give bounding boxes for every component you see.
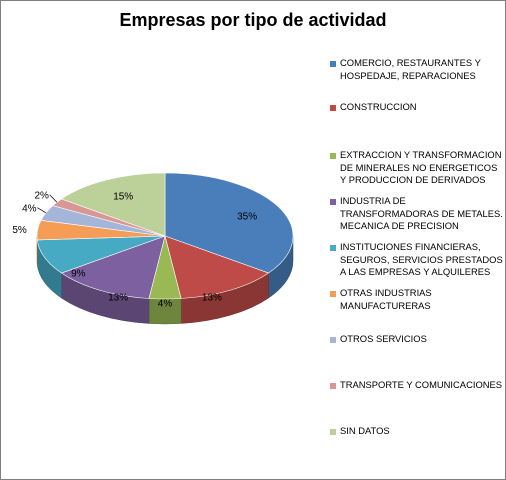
- pie-data-label-5: 9%: [71, 269, 86, 280]
- pie-leader-line-7: [37, 207, 47, 214]
- legend-label-3: EXTRACCION Y TRANSFORMACION DE MINERALES…: [340, 149, 502, 185]
- pie-data-label-6: 5%: [12, 225, 27, 236]
- pie-data-label-1: 35%: [237, 211, 257, 222]
- legend-swatch-1: [330, 61, 336, 67]
- pie-data-label-2: 13%: [202, 292, 222, 303]
- legend-label-4: INDUSTRIA DE TRANSFORMADORAS DE METALES.…: [340, 195, 503, 231]
- pie-data-label-3: 4%: [158, 299, 173, 310]
- pie-data-label-7: 4%: [22, 204, 37, 215]
- legend-swatch-7: [330, 337, 336, 343]
- legend-label-5: INSTITUCIONES FINANCIERAS, SEGUROS, SERV…: [340, 241, 503, 277]
- pie-slice-4: [60, 235, 166, 299]
- legend-swatch-6: [330, 291, 336, 297]
- pie-data-label-4: 13%: [108, 292, 128, 303]
- legend-label-9: SIN DATOS: [340, 425, 390, 436]
- pie-slice-2: [164, 235, 270, 299]
- pie-slice-9: [60, 172, 166, 237]
- legend-swatch-3: [330, 153, 336, 159]
- legend-label-8: TRANSPORTE Y COMUNICACIONES: [340, 379, 503, 390]
- legend-swatch-4: [330, 199, 336, 205]
- legend-label-1: COMERCIO, RESTAURANTES Y HOSPEDAJE, REPA…: [340, 57, 481, 81]
- pie-data-label-8: 2%: [34, 191, 49, 202]
- legend-swatch-8: [330, 383, 336, 389]
- legend-label-7: OTROS SERVICIOS: [340, 333, 427, 344]
- pie-data-label-9: 15%: [113, 192, 133, 203]
- legend-swatch-2: [330, 105, 336, 111]
- legend-swatch-5: [330, 245, 336, 251]
- chart-title: Empresas por tipo de actividad: [119, 10, 387, 30]
- pie-slice-1: [164, 172, 294, 274]
- legend-swatch-9: [330, 429, 336, 435]
- legend-label-2: CONSTRUCCION: [340, 101, 417, 112]
- pie-leader-line-8: [49, 194, 58, 203]
- legend-label-6: OTRAS INDUSTRIAS MANUFACTURERAS: [340, 287, 432, 311]
